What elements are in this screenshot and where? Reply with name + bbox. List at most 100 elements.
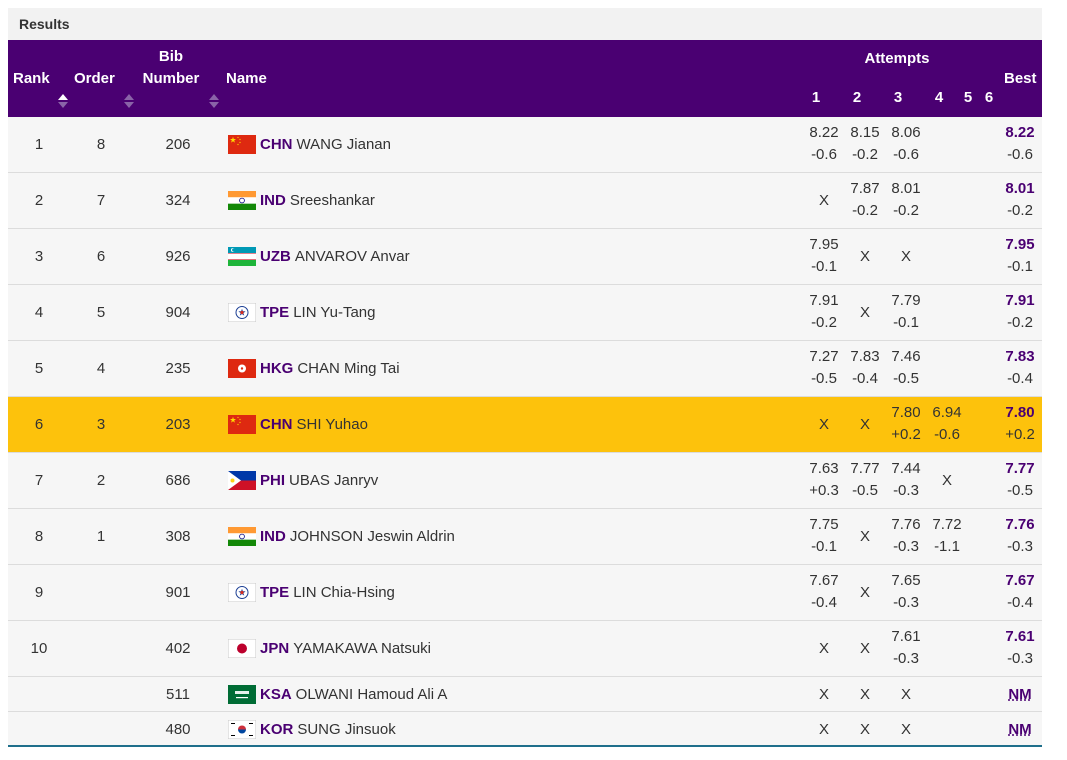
- athlete-name[interactable]: JPN YAMAKAWA Natsuki: [260, 640, 431, 657]
- attempt-3-cell: 7.44 -0.3: [886, 458, 926, 502]
- attempt-mark: 7.76: [891, 516, 921, 533]
- name-header: Name: [226, 70, 267, 87]
- best-wind: +0.2: [1005, 426, 1035, 443]
- uzb-flag-icon: [228, 247, 256, 266]
- athlete-name[interactable]: CHN SHI Yuhao: [260, 416, 368, 433]
- rank-sort-icon[interactable]: [58, 94, 68, 108]
- bib-header-line1[interactable]: Bib: [158, 48, 184, 65]
- attempt-1-cell: 7.75 -0.1: [804, 514, 844, 558]
- attempt-mark: X: [859, 528, 870, 545]
- attempt-1-cell: X: [804, 638, 844, 660]
- attempt-mark: 7.83: [850, 348, 880, 365]
- order-header[interactable]: Order: [74, 70, 115, 87]
- table-row[interactable]: 1 8 206 CHN WANG Jianan 8.22 -0.6 8.15 -0.2 8.06 -…: [8, 117, 1042, 173]
- athlete-name[interactable]: KSA OLWANI Hamoud Ali A: [260, 686, 447, 703]
- bib-cell: 206: [165, 136, 191, 153]
- athlete-name[interactable]: HKG CHAN Ming Tai: [260, 360, 400, 377]
- attempt-mark: X: [818, 192, 829, 209]
- attempt-2-cell: X: [845, 638, 885, 660]
- attempt-mark: 7.91: [809, 292, 839, 309]
- athlete-name[interactable]: TPE LIN Yu-Tang: [260, 304, 375, 321]
- noc-code: CHN: [260, 416, 293, 433]
- order-sort-icon[interactable]: [124, 94, 134, 108]
- attempt-mark: X: [859, 584, 870, 601]
- athlete-name[interactable]: TPE LIN Chia-Hsing: [260, 584, 395, 601]
- athlete-name-text: OLWANI Hamoud Ali A: [295, 686, 448, 703]
- attempt-3-cell: 8.01 -0.2: [886, 178, 926, 222]
- attempt-mark: 7.27: [809, 348, 839, 365]
- attempt-3-cell: 7.46 -0.5: [886, 346, 926, 390]
- table-row[interactable]: 2 7 324 IND Sreeshankar X 7.87 -0.2 8.01 -0.2 8.01…: [8, 173, 1042, 229]
- noc-code: IND: [260, 528, 286, 545]
- attempt-1-cell: X: [804, 414, 844, 436]
- athlete-name[interactable]: UZB ANVAROV Anvar: [260, 248, 410, 265]
- rank-cell: 8: [34, 528, 44, 545]
- best-mark[interactable]: NM: [1008, 686, 1032, 703]
- best-mark: 7.91: [1005, 292, 1035, 309]
- attempt-wind: -0.5: [811, 370, 837, 387]
- bib-sort-icon[interactable]: [209, 94, 219, 108]
- attempt-1-cell: 7.95 -0.1: [804, 234, 844, 278]
- rank-cell: 1: [34, 136, 44, 153]
- bib-cell: 308: [165, 528, 191, 545]
- athlete-name-text: CHAN Ming Tai: [297, 360, 400, 377]
- bib-header-line2[interactable]: Number: [142, 70, 200, 87]
- table-row[interactable]: 9 901 TPE LIN Chia-Hsing 7.67 -0.4 X 7.65 -0.3 7.…: [8, 565, 1042, 621]
- athlete-name-text: JOHNSON Jeswin Aldrin: [289, 528, 455, 545]
- rank-header[interactable]: Rank: [13, 70, 50, 87]
- noc-code: CHN: [260, 136, 293, 153]
- table-row[interactable]: 8 1 308 IND JOHNSON Jeswin Aldrin 7.75 -0.1 X 7.…: [8, 509, 1042, 565]
- attempt-wind: -0.3: [893, 482, 919, 499]
- athlete-name[interactable]: IND JOHNSON Jeswin Aldrin: [260, 528, 455, 545]
- athlete-name[interactable]: CHN WANG Jianan: [260, 136, 391, 153]
- bib-cell: 686: [165, 472, 191, 489]
- athlete-name-text: YAMAKAWA Natsuki: [293, 640, 431, 657]
- noc-code: TPE: [260, 304, 290, 321]
- ksa-flag-icon: [228, 685, 256, 704]
- attempt-mark: 7.75: [809, 516, 839, 533]
- attempt-wind: -1.1: [934, 538, 960, 555]
- best-wind: -0.3: [1007, 538, 1033, 555]
- best-cell: 7.61 -0.3: [1000, 626, 1040, 670]
- attempt-wind: -0.5: [852, 482, 878, 499]
- athlete-name-text: Sreeshankar: [289, 192, 375, 209]
- ind-flag-icon: [228, 527, 256, 546]
- bib-cell: 901: [165, 584, 191, 601]
- results-table-body: 1 8 206 CHN WANG Jianan 8.22 -0.6 8.15 -0.2 8.06-…: [8, 117, 1042, 747]
- attempt-1-cell: 7.63 +0.3: [804, 458, 844, 502]
- table-row[interactable]: 6 3 203 CHN SHI Yuhao X X 7.80 +0.2 6.94 -0.6 7.80 +…: [8, 397, 1042, 453]
- athlete-name[interactable]: KOR SUNG Jinsuok: [260, 721, 396, 738]
- table-row[interactable]: 5 4 235 HKG CHAN Ming Tai 7.27 -0.5 7.83 -0.4 7.4…: [8, 341, 1042, 397]
- attempt-wind: -0.2: [852, 202, 878, 219]
- attempt-wind: -0.2: [852, 146, 878, 163]
- attempt-3-cell: 7.79 -0.1: [886, 290, 926, 334]
- table-row[interactable]: 480 KOR SUNG Jinsuok X X X NM: [8, 712, 1042, 747]
- attempt-3-cell: 7.61 -0.3: [886, 626, 926, 670]
- athlete-name[interactable]: PHI UBAS Janryv: [260, 472, 378, 489]
- attempt-1-cell: 7.27 -0.5: [804, 346, 844, 390]
- table-row[interactable]: 10 402 JPN YAMAKAWA Natsuki X X 7.61 -0.3 7.61 -0…: [8, 621, 1042, 677]
- attempt-mark: 7.44: [891, 460, 921, 477]
- attempt-wind: -0.6: [811, 146, 837, 163]
- attempt-mark: X: [859, 248, 870, 265]
- best-cell: NM: [1000, 719, 1040, 741]
- athlete-name-text: UBAS Janryv: [289, 472, 379, 489]
- rank-cell: 3: [34, 248, 44, 265]
- rank-cell: 5: [34, 360, 44, 377]
- attempt-4-cell: 6.94 -0.6: [927, 402, 967, 446]
- attempt-mark: X: [859, 686, 870, 703]
- best-mark[interactable]: NM: [1008, 721, 1032, 738]
- attempt-mark: X: [859, 304, 870, 321]
- table-row[interactable]: 7 2 686 PHI UBAS Janryv 7.63 +0.3 7.77 -0.5 7.44-…: [8, 453, 1042, 509]
- table-row[interactable]: 3 6 926 UZB ANVAROV Anvar 7.95 -0.1 X X 7.95 -0.1: [8, 229, 1042, 285]
- attempt-4-cell: 7.72 -1.1: [927, 514, 967, 558]
- attempt-mark: 7.95: [809, 236, 839, 253]
- bib-cell: 203: [165, 416, 191, 433]
- table-row[interactable]: 511 KSA OLWANI Hamoud Ali A X X X NM: [8, 677, 1042, 712]
- attempt-mark: X: [818, 721, 829, 738]
- athlete-name[interactable]: IND Sreeshankar: [260, 192, 375, 209]
- table-row[interactable]: 4 5 904 TPE LIN Yu-Tang 7.91 -0.2 X 7.79 -0.1 7.91…: [8, 285, 1042, 341]
- jpn-flag-icon: [227, 638, 257, 659]
- order-cell: 7: [96, 192, 106, 209]
- bib-cell: 480: [165, 721, 191, 738]
